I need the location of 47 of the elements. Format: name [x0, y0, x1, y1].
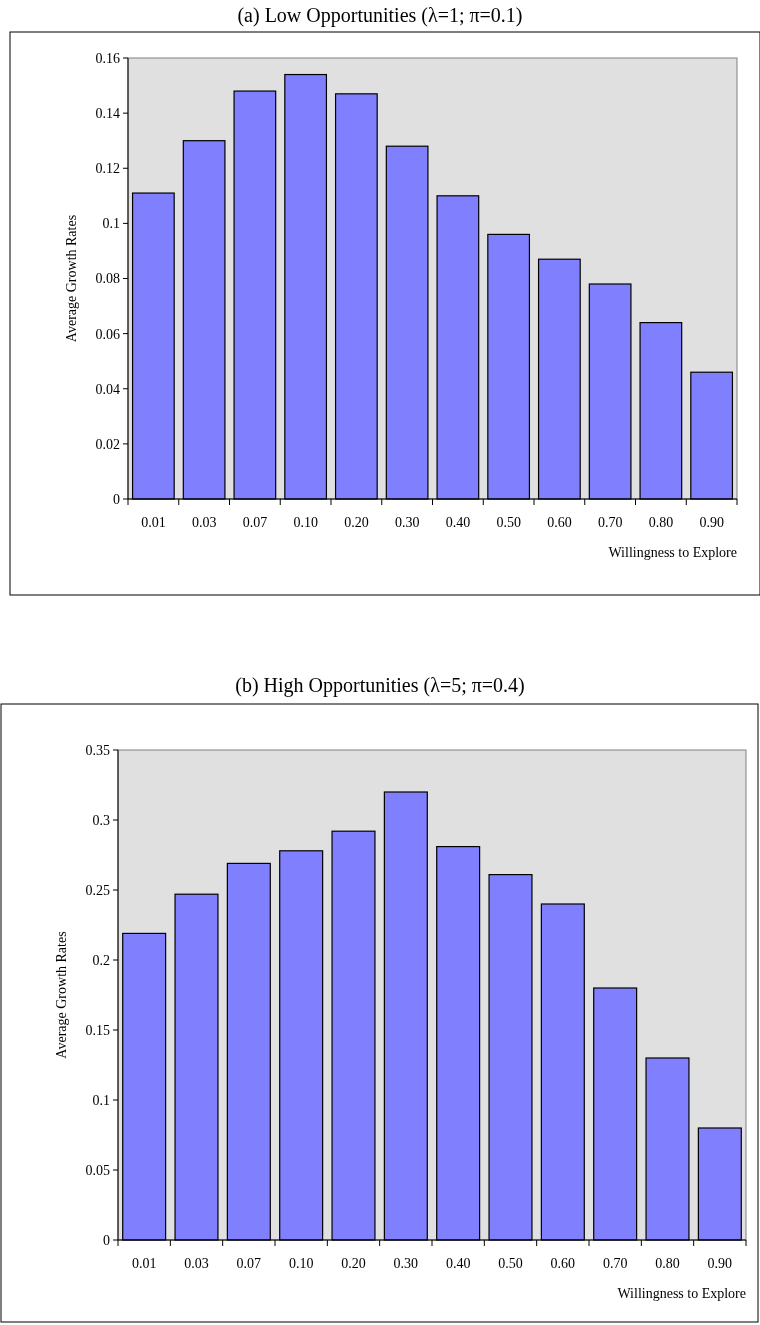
- x-tick-label: 0.80: [655, 1256, 680, 1271]
- chart-title: (b) High Opportunities (λ=5; π=0.4): [235, 674, 525, 697]
- y-tick-label: 0.14: [95, 106, 120, 122]
- y-tick-label: 0.2: [92, 952, 110, 968]
- x-tick-label: 0.60: [550, 1256, 576, 1271]
- x-tick-label: 0.70: [597, 515, 623, 530]
- y-tick-label: 0: [113, 491, 120, 507]
- chart-title: (a) Low Opportunities (λ=1; π=0.1): [237, 4, 523, 27]
- x-tick-label: 0.01: [131, 1256, 157, 1271]
- y-tick-label: 0.06: [95, 326, 120, 342]
- x-tick-label: 0.50: [498, 1256, 523, 1271]
- y-axis-title: Average Growth Rates: [64, 214, 79, 343]
- x-tick-label: 0.20: [344, 515, 369, 530]
- x-tick-label: 0.80: [648, 515, 674, 530]
- x-tick-label: 0.90: [699, 515, 724, 530]
- x-tick-label: 0.50: [496, 515, 521, 530]
- y-tick-label: 0.1: [102, 216, 120, 232]
- y-tick-label: 0.3: [92, 812, 110, 828]
- x-tick-label: 0.07: [236, 1256, 262, 1271]
- x-tick-label: 0.30: [393, 1256, 419, 1271]
- y-tick-label: 0.1: [92, 1092, 110, 1108]
- x-axis-title: Willingness to Explore: [608, 545, 737, 560]
- x-tick-label: 0.30: [394, 515, 420, 530]
- x-tick-label: 0.60: [547, 515, 572, 530]
- x-tick-label: 0.10: [293, 515, 318, 530]
- y-tick-label: 0.25: [85, 882, 110, 898]
- y-tick-label: 0.04: [95, 381, 120, 397]
- y-axis-title: Average Growth Rates: [54, 931, 69, 1059]
- y-tick-label: 0: [103, 1232, 110, 1248]
- x-tick-label: 0.03: [184, 1256, 209, 1271]
- y-tick-label: 0.12: [95, 161, 120, 177]
- y-tick-label: 0.15: [85, 1022, 110, 1038]
- y-tick-label: 0.35: [85, 742, 110, 758]
- y-tick-label: 0.08: [95, 271, 120, 287]
- x-tick-label: 0.70: [602, 1256, 628, 1271]
- x-tick-label: 0.10: [288, 1256, 314, 1271]
- x-tick-label: 0.40: [445, 1256, 471, 1271]
- y-tick-label: 0.02: [95, 436, 120, 452]
- y-tick-label: 0.05: [85, 1162, 110, 1178]
- x-tick-label: 0.07: [242, 515, 268, 530]
- x-tick-label: 0.90: [707, 1256, 733, 1271]
- x-axis-title: Willingness to Explore: [617, 1286, 746, 1301]
- x-tick-label: 0.40: [445, 515, 471, 530]
- x-tick-label: 0.03: [191, 515, 217, 530]
- y-tick-label: 0.16: [95, 50, 120, 66]
- x-tick-label: 0.01: [141, 515, 166, 530]
- x-tick-label: 0.20: [341, 1256, 366, 1271]
